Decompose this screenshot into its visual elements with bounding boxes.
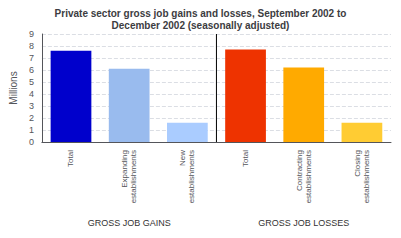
svg-text:establishments: establishments <box>362 150 371 203</box>
svg-text:2: 2 <box>29 113 34 123</box>
svg-text:Contracting: Contracting <box>295 150 304 191</box>
svg-text:Closing: Closing <box>353 150 362 177</box>
svg-text:5: 5 <box>29 77 34 87</box>
svg-text:December 2002 (seasonally adju: December 2002 (seasonally adjusted) <box>112 20 290 31</box>
svg-text:GROSS JOB LOSSES: GROSS JOB LOSSES <box>258 218 349 228</box>
svg-text:Private sector gross job gains: Private sector gross job gains and losse… <box>55 8 347 19</box>
svg-text:establishments: establishments <box>304 150 313 203</box>
svg-text:New: New <box>178 150 187 166</box>
svg-text:0: 0 <box>29 137 34 147</box>
svg-text:Total: Total <box>241 150 250 167</box>
svg-text:9: 9 <box>29 29 34 39</box>
svg-text:Expanding: Expanding <box>120 150 129 188</box>
svg-text:3: 3 <box>29 101 34 111</box>
svg-text:4: 4 <box>29 89 34 99</box>
svg-text:establishments: establishments <box>129 150 138 203</box>
svg-text:Millions: Millions <box>8 71 19 104</box>
svg-text:6: 6 <box>29 65 34 75</box>
svg-text:Total: Total <box>66 150 75 167</box>
svg-text:8: 8 <box>29 41 34 51</box>
svg-text:establishments: establishments <box>187 150 196 203</box>
svg-text:1: 1 <box>29 125 34 135</box>
svg-text:GROSS JOB GAINS: GROSS JOB GAINS <box>88 218 171 228</box>
svg-text:7: 7 <box>29 53 34 63</box>
